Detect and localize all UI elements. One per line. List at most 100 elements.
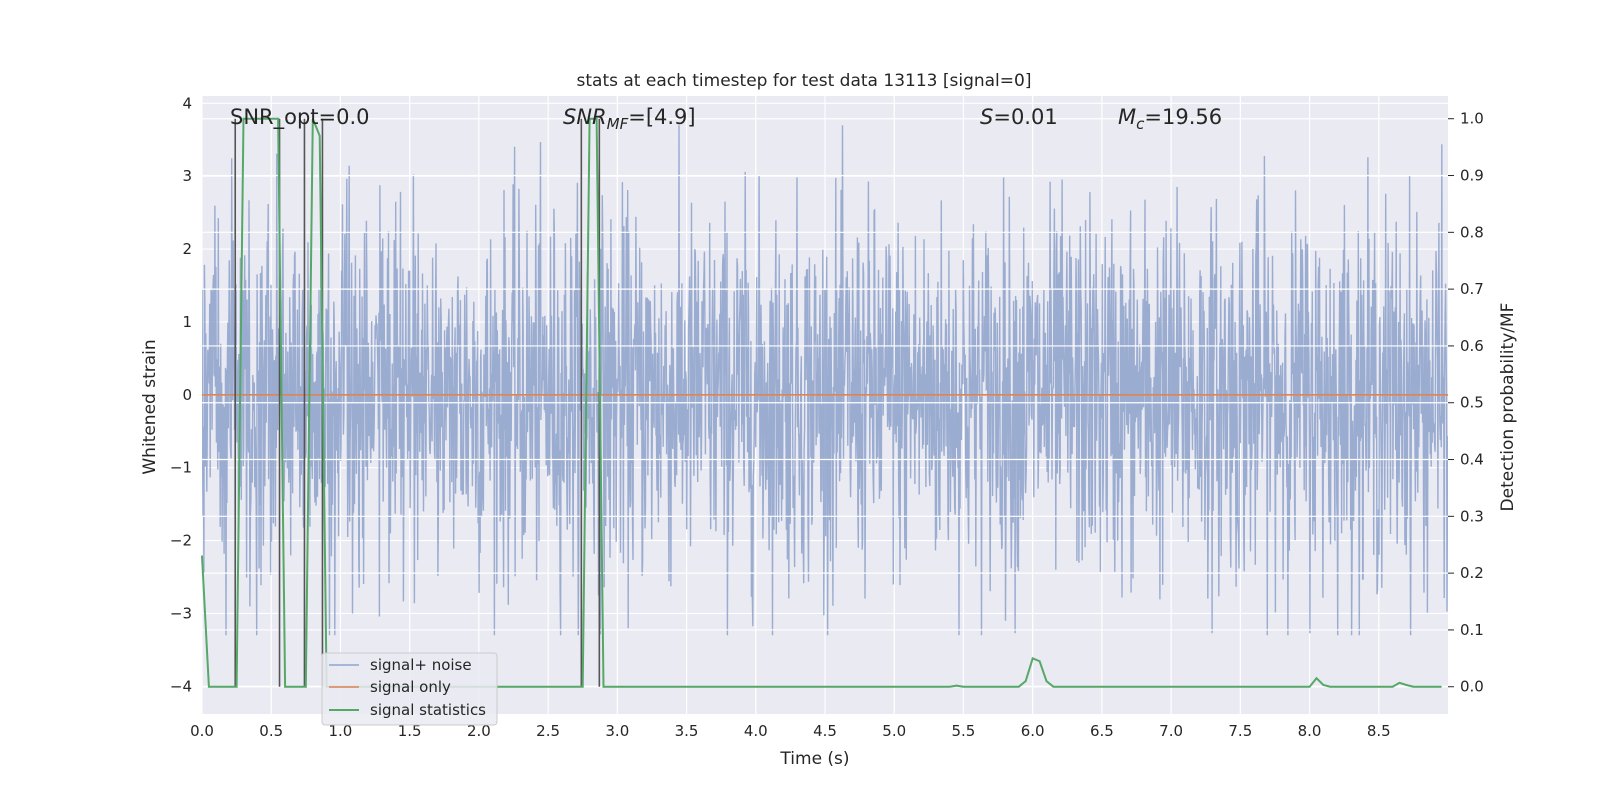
y-left-tick-label: −2 [170,532,192,550]
y-right-tick-label: 0.6 [1460,337,1484,355]
signal-statistics-point [1101,685,1103,688]
x-tick-label: 8.0 [1298,722,1322,740]
signal-statistics-point [291,685,293,688]
signal-statistics-point [1322,684,1325,686]
signal-statistics-point [235,685,238,688]
signal-statistics-point [595,117,598,120]
y-left-tick-label: 4 [182,94,192,112]
signal-statistics-point [270,117,273,120]
x-tick-label: 8.5 [1367,722,1391,740]
signal-statistics-point [588,117,591,120]
signal-statistics-point [581,685,584,688]
y-right-tick-label: 0.8 [1460,223,1484,241]
signal-statistics-point [242,117,245,120]
signal-statistics-point [1059,685,1062,688]
x-tick-label: 6.5 [1090,722,1114,740]
annotation-s: S=0.01 [980,105,1058,129]
signal-statistics-point [1038,660,1041,662]
signal-statistics-point [1031,657,1034,660]
signal-statistics-point [221,685,224,688]
y-left-tick-label: −3 [170,604,192,622]
annotation-snr-mf-value: =[4.9] [628,105,695,129]
y-right-tick-label: 0.1 [1460,621,1484,639]
y-left-tick-label: 1 [182,313,192,331]
series-line-signal-plus-noise [202,125,1448,636]
annotation-snr-mf-subscript: MF [607,115,629,133]
signal-statistics-point [962,685,965,688]
chart-title: stats at each timestep for test data 131… [577,71,1032,91]
signal-statistics-point [263,117,266,120]
annotation-mc-value: =19.56 [1144,105,1222,129]
y-right-tick-label: 0.3 [1460,507,1484,525]
legend-entry-signal-plus-noise: signal+ noise [370,656,472,674]
annotation-mc: Mc=19.56 [1118,105,1222,133]
x-tick-label: 7.5 [1228,722,1252,740]
x-tick-label: 3.0 [605,722,629,740]
signal-statistics-point [298,685,300,688]
annotation-mc-subscript: c [1136,115,1145,133]
signal-statistics-point [277,117,279,120]
signal-statistics-point [1045,680,1048,682]
x-tick-label: 4.0 [744,722,768,740]
signal-statistics-point [1170,685,1172,688]
legend-entry-signal-only: signal only [370,678,451,696]
y-left-tick-label: −1 [170,459,192,477]
x-tick-label: 4.5 [813,722,837,740]
signal-statistics-point [948,685,951,688]
x-tick-label: 1.5 [398,722,422,740]
x-axis-ticks: 0.0 0.5 1.0 1.5 2.0 2.5 3.0 3.5 4.0 4.5 5.0 5.5 6.0 6… [190,722,1391,740]
signal-statistics-point [1315,677,1318,680]
signal-statistics-point [1440,685,1442,688]
x-tick-label: 1.0 [329,722,353,740]
x-tick-label: 3.5 [675,722,699,740]
signal-statistics-point [228,685,231,688]
y-right-tick-label: 0.2 [1460,564,1484,582]
y-right-tick-label: 0.0 [1460,678,1484,696]
x-tick-label: 2.5 [536,722,560,740]
legend: signal+ noise signal only signal statist… [321,652,498,726]
annotation-s-symbol: S [980,105,993,129]
signal-statistics-point [616,685,619,688]
x-tick-label: 0.5 [259,722,283,740]
annotation-snr-mf: SNRMF=[4.9] [563,105,696,133]
legend-entry-signal-statistics: signal statistics [370,701,486,719]
x-axis-label: Time (s) [779,749,849,769]
series-points-signal-statistics [201,117,1442,688]
y-left-tick-label: 3 [182,167,192,185]
annotation-snr-opt: SNR_opt=0.0 [230,105,370,130]
signal-statistics-point [1329,685,1332,688]
x-tick-label: 7.0 [1159,722,1183,740]
signal-statistics-point [1066,685,1069,688]
signal-statistics-point [1419,685,1422,688]
annotation-s-value: =0.01 [993,105,1057,129]
y-left-tick-label: −4 [170,677,192,695]
annotation-mc-symbol: M [1118,105,1136,129]
signal-statistics-point [824,685,826,688]
signal-statistics-point [305,685,307,688]
signal-statistics-point [685,685,688,688]
annotation-snr-mf-symbol: SNR [563,105,607,129]
y-right-tick-label: 0.5 [1460,394,1484,412]
x-tick-label: 0.0 [190,722,214,740]
signal-statistics-point [1018,685,1020,688]
signal-statistics-point [893,685,896,688]
signal-statistics-point [215,685,217,688]
signal-statistics-point [1239,685,1242,688]
series-signal-plus-noise [202,125,1448,636]
signal-statistics-point [1024,680,1027,682]
x-tick-label: 5.5 [952,722,976,740]
y-right-tick-label: 0.9 [1460,167,1484,185]
y-left-tick-label: 0 [182,386,192,404]
signal-statistics-point [249,117,252,120]
y-right-tick-label: 0.7 [1460,280,1484,298]
y-axis-right-ticks: 1.0 0.9 0.8 0.7 0.6 0.5 0.4 0.3 0.2 0.1 0.0 [1448,110,1484,696]
signal-statistics-point [955,684,958,687]
signal-statistics-point [609,685,612,688]
x-tick-label: 6.0 [1021,722,1045,740]
signal-statistics-point [201,555,203,557]
signal-statistics-point [1412,685,1415,688]
signal-statistics-point [1398,681,1401,684]
signal-statistics-point [208,685,210,688]
y-axis-right-label: Detection probability/MF [1498,303,1518,512]
signal-statistics-point [754,685,757,688]
